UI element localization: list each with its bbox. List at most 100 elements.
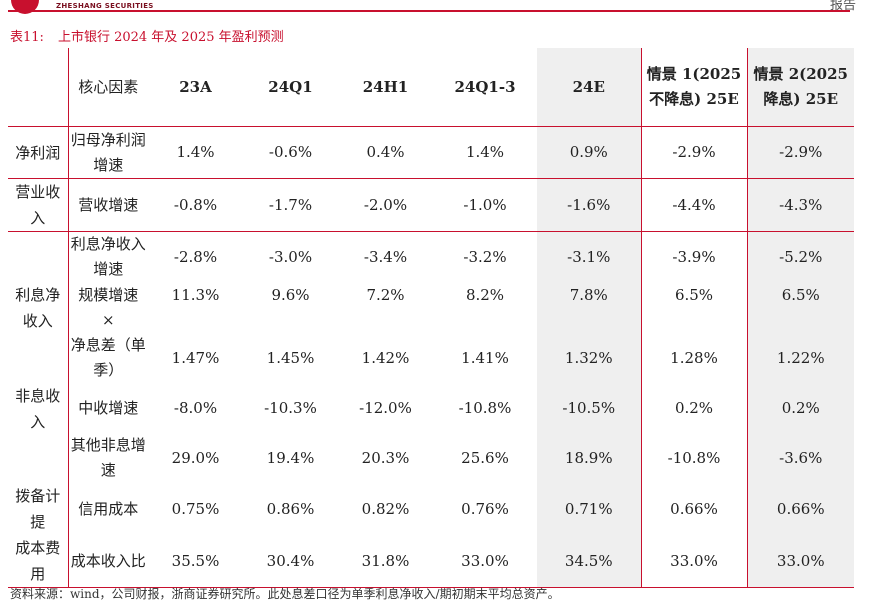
value-cell: -2.8% (148, 231, 243, 282)
value-cell: -8.0% (173, 398, 218, 417)
value-cell: 33.0% (433, 535, 537, 588)
header-col: 24E (537, 48, 642, 127)
source-note: 资料来源：wind，公司财报，浙商证券研究所。此处息差口径为单季利息净收入/期初… (10, 587, 560, 601)
value-cell: -3.1% (537, 231, 642, 282)
value-cell: 0.75% (171, 499, 220, 518)
table-row: 非息收入 中收增速 -8.0% -10.3% -12.0% -10.8% -10… (8, 383, 854, 483)
factor-cell: 利息净收入增速 (68, 231, 148, 282)
value-cell: 1.4% (176, 143, 215, 161)
value-cell (433, 308, 537, 333)
value-cell: 1.47% (171, 348, 220, 367)
table-row: × (8, 308, 854, 333)
value-cell: 20.3% (361, 448, 410, 467)
value-cell: 11.3% (171, 285, 220, 304)
header-col: 24H1 (338, 48, 433, 127)
factor-cell: 中收增速 (78, 398, 139, 417)
factor-cell: 净息差（单季） (70, 336, 146, 379)
value-cell: -2.9% (747, 126, 854, 179)
table-row: 净息差（单季） 1.47% 1.45% 1.42% 1.41% 1.32% 1.… (8, 333, 854, 383)
value-cell: -12.0% (359, 398, 412, 417)
value-cell: 8.2% (465, 285, 505, 304)
value-cell (641, 308, 748, 333)
value-cell: -3.4% (338, 231, 433, 282)
value-cell: -10.8% (641, 433, 748, 483)
header-col: 情景 2(2025 降息) 25E (747, 48, 854, 127)
table-row: 利息净收入 利息净收入增速 -2.8% -3.0% -3.4% -3.2% -3… (8, 231, 854, 383)
factor-cell: 其他非息增速 (70, 436, 146, 479)
value-cell: -4.3% (747, 178, 854, 232)
header-factor: 核心因素 (68, 48, 148, 127)
value-cell: 7.8% (537, 282, 642, 308)
value-cell (338, 308, 433, 333)
header-col: 情景 1(2025 不降息) 25E (641, 48, 748, 127)
value-cell: 0.2% (641, 383, 748, 433)
value-cell: 9.6% (271, 285, 310, 304)
value-cell: 0.4% (366, 143, 405, 161)
category-cell: 利息净收入 (8, 231, 69, 383)
category-cell: 拨备计提 (8, 483, 69, 535)
value-cell: 7.2% (366, 285, 405, 304)
table-caption: 表11: 上市银行 2024 年及 2025 年盈利预测 (10, 26, 284, 45)
table-header-row: 核心因素 23A 24Q1 24H1 24Q1-3 24E 情景 1(2025 … (8, 48, 854, 127)
value-cell: 1.22% (747, 333, 854, 383)
value-cell: -1.7% (243, 178, 338, 232)
value-cell: 0.9% (537, 126, 642, 179)
header-col: 23A (148, 48, 243, 127)
value-cell: 0.82% (361, 499, 410, 518)
value-cell (747, 308, 854, 333)
value-cell: -2.9% (641, 126, 748, 179)
value-cell: 1.28% (641, 333, 748, 383)
logo-text: ZHESHANG SECURITIES (56, 2, 154, 10)
table-row: 拨备计提 信用成本 0.75% 0.86% 0.82% 0.76% 0.71% … (8, 483, 854, 535)
table-row: 净利润 归母净利润增速 1.4% -0.6% 0.4% 1.4% 0.9% -2… (8, 126, 854, 179)
value-cell: 0.66% (747, 483, 854, 535)
value-cell: -1.6% (537, 178, 642, 232)
value-cell: -10.3% (264, 398, 317, 417)
caption-number: 表11: (10, 30, 44, 45)
value-cell: -3.6% (747, 433, 854, 483)
value-cell: 1.45% (266, 348, 315, 367)
forecast-table: 核心因素 23A 24Q1 24H1 24Q1-3 24E 情景 1(2025 … (8, 48, 854, 588)
value-cell: -4.4% (641, 178, 748, 232)
value-cell: 0.66% (641, 483, 748, 535)
value-cell (243, 308, 338, 333)
value-cell: 0.86% (266, 499, 315, 518)
header-report-label: 报告 (829, 0, 856, 13)
value-cell: -10.8% (458, 398, 512, 417)
table-row: 规模增速 11.3% 9.6% 7.2% 8.2% 7.8% 6.5% 6.5% (8, 282, 854, 308)
value-cell: -3.0% (243, 231, 338, 282)
value-cell: 19.4% (266, 448, 315, 467)
header-col: 24Q1 (243, 48, 338, 127)
value-cell: 0.71% (537, 483, 642, 535)
factor-cell: × (101, 311, 115, 329)
value-cell: -0.8% (148, 178, 243, 232)
category-cell: 非息收入 (8, 383, 69, 483)
factor-cell: 成本收入比 (68, 535, 148, 588)
value-cell: -0.6% (268, 143, 313, 161)
value-cell: 31.8% (338, 535, 433, 588)
value-cell: 33.0% (641, 535, 748, 588)
factor-cell: 规模增速 (78, 285, 139, 304)
value-cell: 1.41% (461, 348, 509, 367)
value-cell: 0.2% (747, 383, 854, 433)
value-cell: 34.5% (537, 535, 642, 588)
value-cell (537, 308, 642, 333)
value-cell: -2.0% (338, 178, 433, 232)
value-cell: 25.6% (461, 448, 509, 467)
value-cell: 29.0% (171, 448, 220, 467)
value-cell: -3.9% (641, 231, 748, 282)
header-rule (8, 10, 850, 12)
factor-cell: 归母净利润增速 (70, 130, 146, 174)
factor-cell: 信用成本 (78, 499, 139, 518)
caption-title: 上市银行 2024 年及 2025 年盈利预测 (57, 30, 284, 45)
value-cell: -5.2% (747, 231, 854, 282)
value-cell: 35.5% (148, 535, 243, 588)
value-cell: 33.0% (747, 535, 854, 588)
category-cell: 营业收入 (8, 178, 69, 232)
value-cell: 0.76% (461, 499, 509, 518)
value-cell (148, 308, 243, 333)
value-cell: 30.4% (243, 535, 338, 588)
category-cell: 成本费用 (8, 535, 69, 588)
value-cell: 6.5% (747, 282, 854, 308)
table-row: 成本费用 成本收入比 35.5% 30.4% 31.8% 33.0% 34.5%… (8, 535, 854, 588)
